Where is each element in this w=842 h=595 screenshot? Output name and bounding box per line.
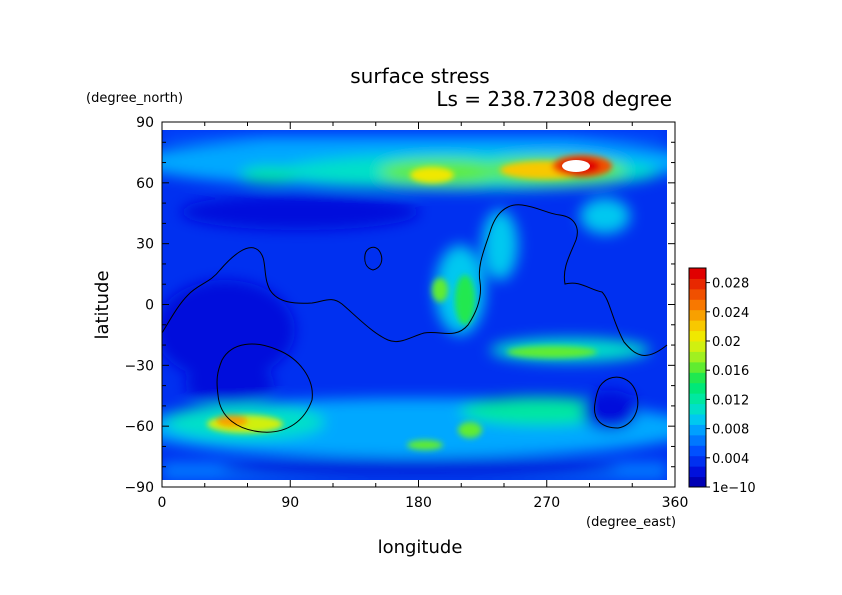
x-tick-label: 270 [533, 495, 560, 511]
low-stress-west [162, 280, 295, 380]
colorbar-swatch [689, 361, 706, 373]
colorbar: 1e−10 0.004 0.008 0.012 0.016 0.02 0.024 0.028 [688, 267, 756, 496]
north-yellow-1 [410, 167, 454, 183]
chart-subtitle: Ls = 238.72308 degree [436, 87, 672, 111]
colorbar-swatch [689, 320, 706, 332]
x-tick-label: 0 [158, 495, 167, 511]
x-axis-title: longitude [378, 537, 463, 558]
north-edge [162, 130, 667, 140]
colorbar-swatch [689, 414, 706, 425]
x-axis: 0 90 180 270 360 [158, 122, 689, 511]
colorbar-tick-label: 0.016 [712, 364, 749, 379]
stress-maximum [562, 160, 590, 172]
colorbar-swatch [689, 476, 706, 488]
colorbar-tick-label: 0.008 [712, 423, 749, 438]
colorbar-swatch [689, 455, 706, 467]
y-tick-label: −90 [124, 480, 154, 496]
y-tick-label: 0 [145, 298, 154, 314]
south-green-spot-1 [407, 440, 443, 450]
colorbar-swatch [689, 393, 706, 405]
tharsis-green-2 [432, 278, 448, 302]
colorbar-swatch [689, 351, 706, 363]
topography-contours [161, 204, 668, 433]
y-tick-label: 60 [136, 176, 154, 192]
colorbar-swatch [689, 434, 706, 446]
colorbar-swatch [689, 268, 706, 279]
colorbar-frame [688, 267, 707, 488]
colorbar-swatch [689, 372, 706, 384]
colorbar-tick-label: 0.02 [712, 335, 741, 350]
y-axis-title: latitude [92, 270, 113, 339]
y-axis: 90 60 30 0 −30 −60 −90 [124, 115, 675, 496]
tharsis-north [482, 210, 518, 280]
colorbar-swatch [689, 288, 706, 300]
low-stress-north [180, 194, 420, 230]
colorbar-swatch [689, 299, 706, 311]
colorbar-swatch [689, 445, 706, 457]
elysium-contour [364, 246, 383, 271]
north-green-3 [240, 167, 300, 183]
south-green-spot-2 [458, 422, 482, 438]
low-stress-hellas [582, 390, 638, 430]
colorbar-swatch [689, 424, 706, 436]
equator-green [507, 346, 597, 358]
south-green-band [460, 397, 620, 425]
y-units-label: (degree_north) [86, 91, 183, 106]
colorbar-swatch [689, 466, 706, 478]
x-tick-label: 90 [281, 495, 299, 511]
low-stress-southwest [185, 365, 275, 405]
y-tick-label: 90 [136, 115, 154, 131]
y-tick-label: 30 [136, 237, 154, 253]
colorbar-tick-label: 0.024 [712, 306, 749, 321]
colorbar-tick-label: 0.012 [712, 393, 749, 408]
dichotomy-contour [161, 204, 668, 356]
colorbar-swatch [689, 382, 706, 394]
colorbar-swatch [689, 330, 706, 342]
colorbar-tick-label: 0.028 [712, 277, 749, 292]
low-stress-south [220, 458, 620, 478]
colorbar-swatch [689, 341, 706, 352]
tharsis-green [455, 275, 475, 325]
y-tick-label: −30 [124, 358, 154, 374]
x-units-label: (degree_east) [586, 515, 676, 530]
heatmap-field [162, 130, 667, 480]
hellas-contour [593, 376, 639, 429]
colorbar-swatch [689, 309, 706, 321]
colorbar-swatch [689, 403, 706, 415]
colorbar-tick-label: 1e−10 [712, 481, 756, 496]
colorbar-swatch [689, 278, 706, 290]
colorbar-tick-label: 0.004 [712, 452, 749, 467]
x-tick-label: 360 [662, 495, 689, 511]
chart-title: surface stress [350, 64, 489, 88]
arabia-cyan [580, 198, 630, 234]
x-tick-label: 180 [405, 495, 432, 511]
argyre-contour [216, 343, 313, 433]
y-tick-label: −60 [124, 419, 154, 435]
